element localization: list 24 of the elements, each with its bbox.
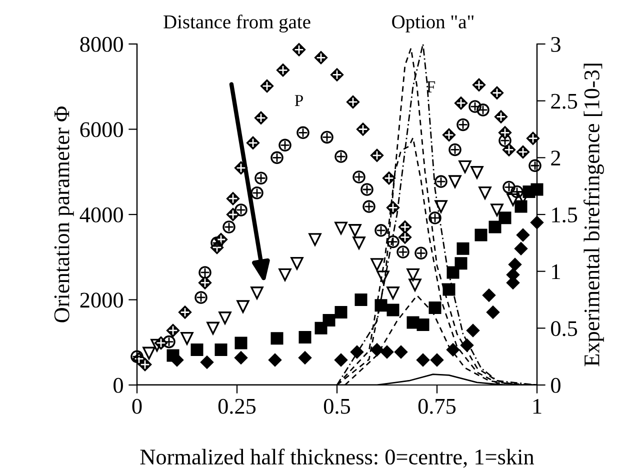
y-axis-title: Orientation parameter Φ [54,106,74,322]
text: Option "a" [392,15,474,32]
x-tick-label: 0.5 [324,398,350,414]
y2-tick-label: 2.5 [551,94,578,109]
x-tick-label: 1 [533,398,542,414]
annotation: P [294,95,303,106]
x-tick-label: 0.25 [218,398,256,414]
y2-tick-label: 0 [551,378,560,393]
x-tick-label: 0 [132,398,142,414]
text: Distance from gate [164,14,310,32]
y2-tick-label: 1.5 [552,208,578,223]
y-tick-label: 2000 [80,292,123,308]
y-tick-label: 8000 [80,36,123,52]
x-tick-label: 0.75 [418,398,456,414]
y-tick-label: 4000 [80,207,123,222]
y-tick-label: 6000 [80,122,123,138]
y2-axis-title: Experimental birefringence [10-3] [584,64,604,366]
y2-tick-label: 1 [552,264,560,280]
y2-tick-label: 0.5 [551,321,578,336]
x-axis-title: Normalized half thickness: 0=centre, 1=skin [140,448,534,468]
y2-tick-label: 3 [551,36,560,52]
y-tick-label: 0 [114,378,123,393]
y2-tick-label: 2 [551,150,560,166]
annotation: F [426,81,436,92]
